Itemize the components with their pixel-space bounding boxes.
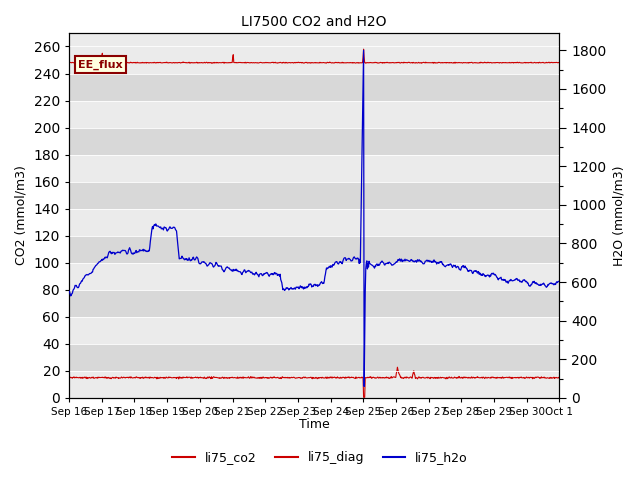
- Bar: [69, 344, 559, 371]
- Bar: [69, 181, 559, 209]
- Bar: [69, 236, 559, 263]
- Y-axis label: CO2 (mmol/m3): CO2 (mmol/m3): [15, 166, 28, 265]
- Bar: [69, 263, 559, 290]
- X-axis label: Time: Time: [299, 419, 330, 432]
- Y-axis label: H2O (mmol/m3): H2O (mmol/m3): [612, 165, 625, 266]
- Legend: li75_co2, li75_diag, li75_h2o: li75_co2, li75_diag, li75_h2o: [167, 446, 473, 469]
- Text: EE_flux: EE_flux: [78, 60, 122, 70]
- Bar: [69, 290, 559, 317]
- Bar: [69, 47, 559, 73]
- Title: LI7500 CO2 and H2O: LI7500 CO2 and H2O: [241, 15, 387, 29]
- Bar: [69, 155, 559, 181]
- Bar: [69, 209, 559, 236]
- Bar: [69, 73, 559, 100]
- Bar: [69, 128, 559, 155]
- Bar: [69, 100, 559, 128]
- Bar: [69, 317, 559, 344]
- Bar: [69, 371, 559, 398]
